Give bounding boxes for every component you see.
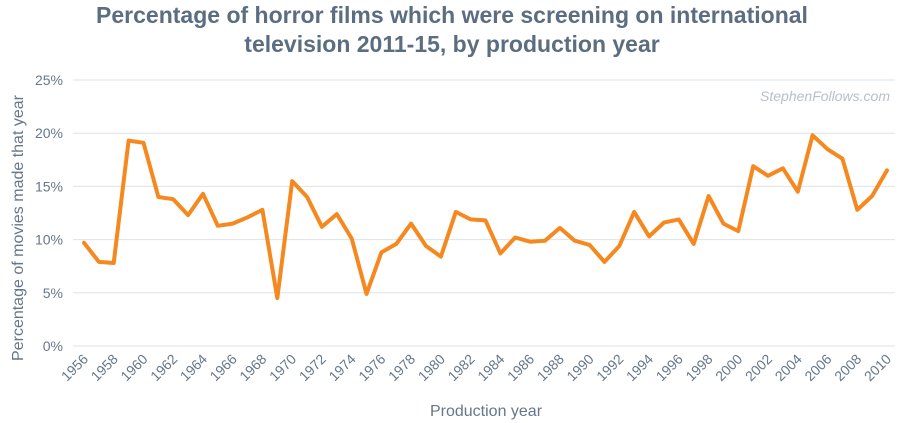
x-tick-label: 2008 [831,351,864,384]
x-tick-label: 1974 [325,351,358,384]
x-tick-label: 1970 [266,351,299,384]
x-axis-title: Production year [430,403,543,420]
y-tick-label: 15% [35,178,63,194]
x-tick-label: 1998 [682,351,715,384]
chart-title-line-1: Percentage of horror films which were sc… [96,2,808,28]
x-tick-label: 1980 [415,351,448,384]
x-tick-label: 2006 [801,351,834,384]
x-tick-label: 1994 [623,351,656,384]
y-axis-tick-labels: 0% 5% 10% 15% 20% 25% [35,72,63,354]
y-tick-label: 20% [35,125,63,141]
x-tick-label: 1986 [504,351,537,384]
x-tick-label: 1956 [58,351,91,384]
series-line-0 [82,133,889,301]
x-tick-label: 1972 [296,351,329,384]
chart-title-line-2: television 2011-15, by production year [244,31,659,57]
x-tick-label: 2002 [742,351,775,384]
series-layer [82,133,889,301]
y-tick-label: 25% [35,72,63,88]
x-tick-label: 1988 [534,351,567,384]
x-tick-label: 1976 [355,351,388,384]
x-tick-label: 1982 [444,351,477,384]
x-tick-label: 1978 [385,351,418,384]
x-tick-label: 1996 [653,351,686,384]
x-tick-label: 1960 [117,351,150,384]
x-tick-label: 1992 [593,351,626,384]
grid-lines [73,79,895,347]
x-tick-label: 1990 [563,351,596,384]
x-tick-label: 1962 [147,351,180,384]
y-tick-label: 5% [43,285,63,301]
x-tick-label: 2000 [712,351,745,384]
x-tick-label: 2004 [772,351,805,384]
x-tick-label: 2010 [861,351,894,384]
watermark: StephenFollows.com [760,88,890,104]
x-tick-label: 1964 [177,351,210,384]
x-tick-label: 1958 [88,351,121,384]
x-tick-label: 1968 [236,351,269,384]
x-tick-label: 1966 [206,351,239,384]
y-tick-label: 10% [35,232,63,248]
x-tick-label: 1984 [474,351,507,384]
y-axis-title: Percentage of movies made that year [10,94,27,361]
x-axis-tick-labels: 1956195819601962196419661968197019721974… [58,351,894,384]
y-tick-label: 0% [43,338,63,354]
